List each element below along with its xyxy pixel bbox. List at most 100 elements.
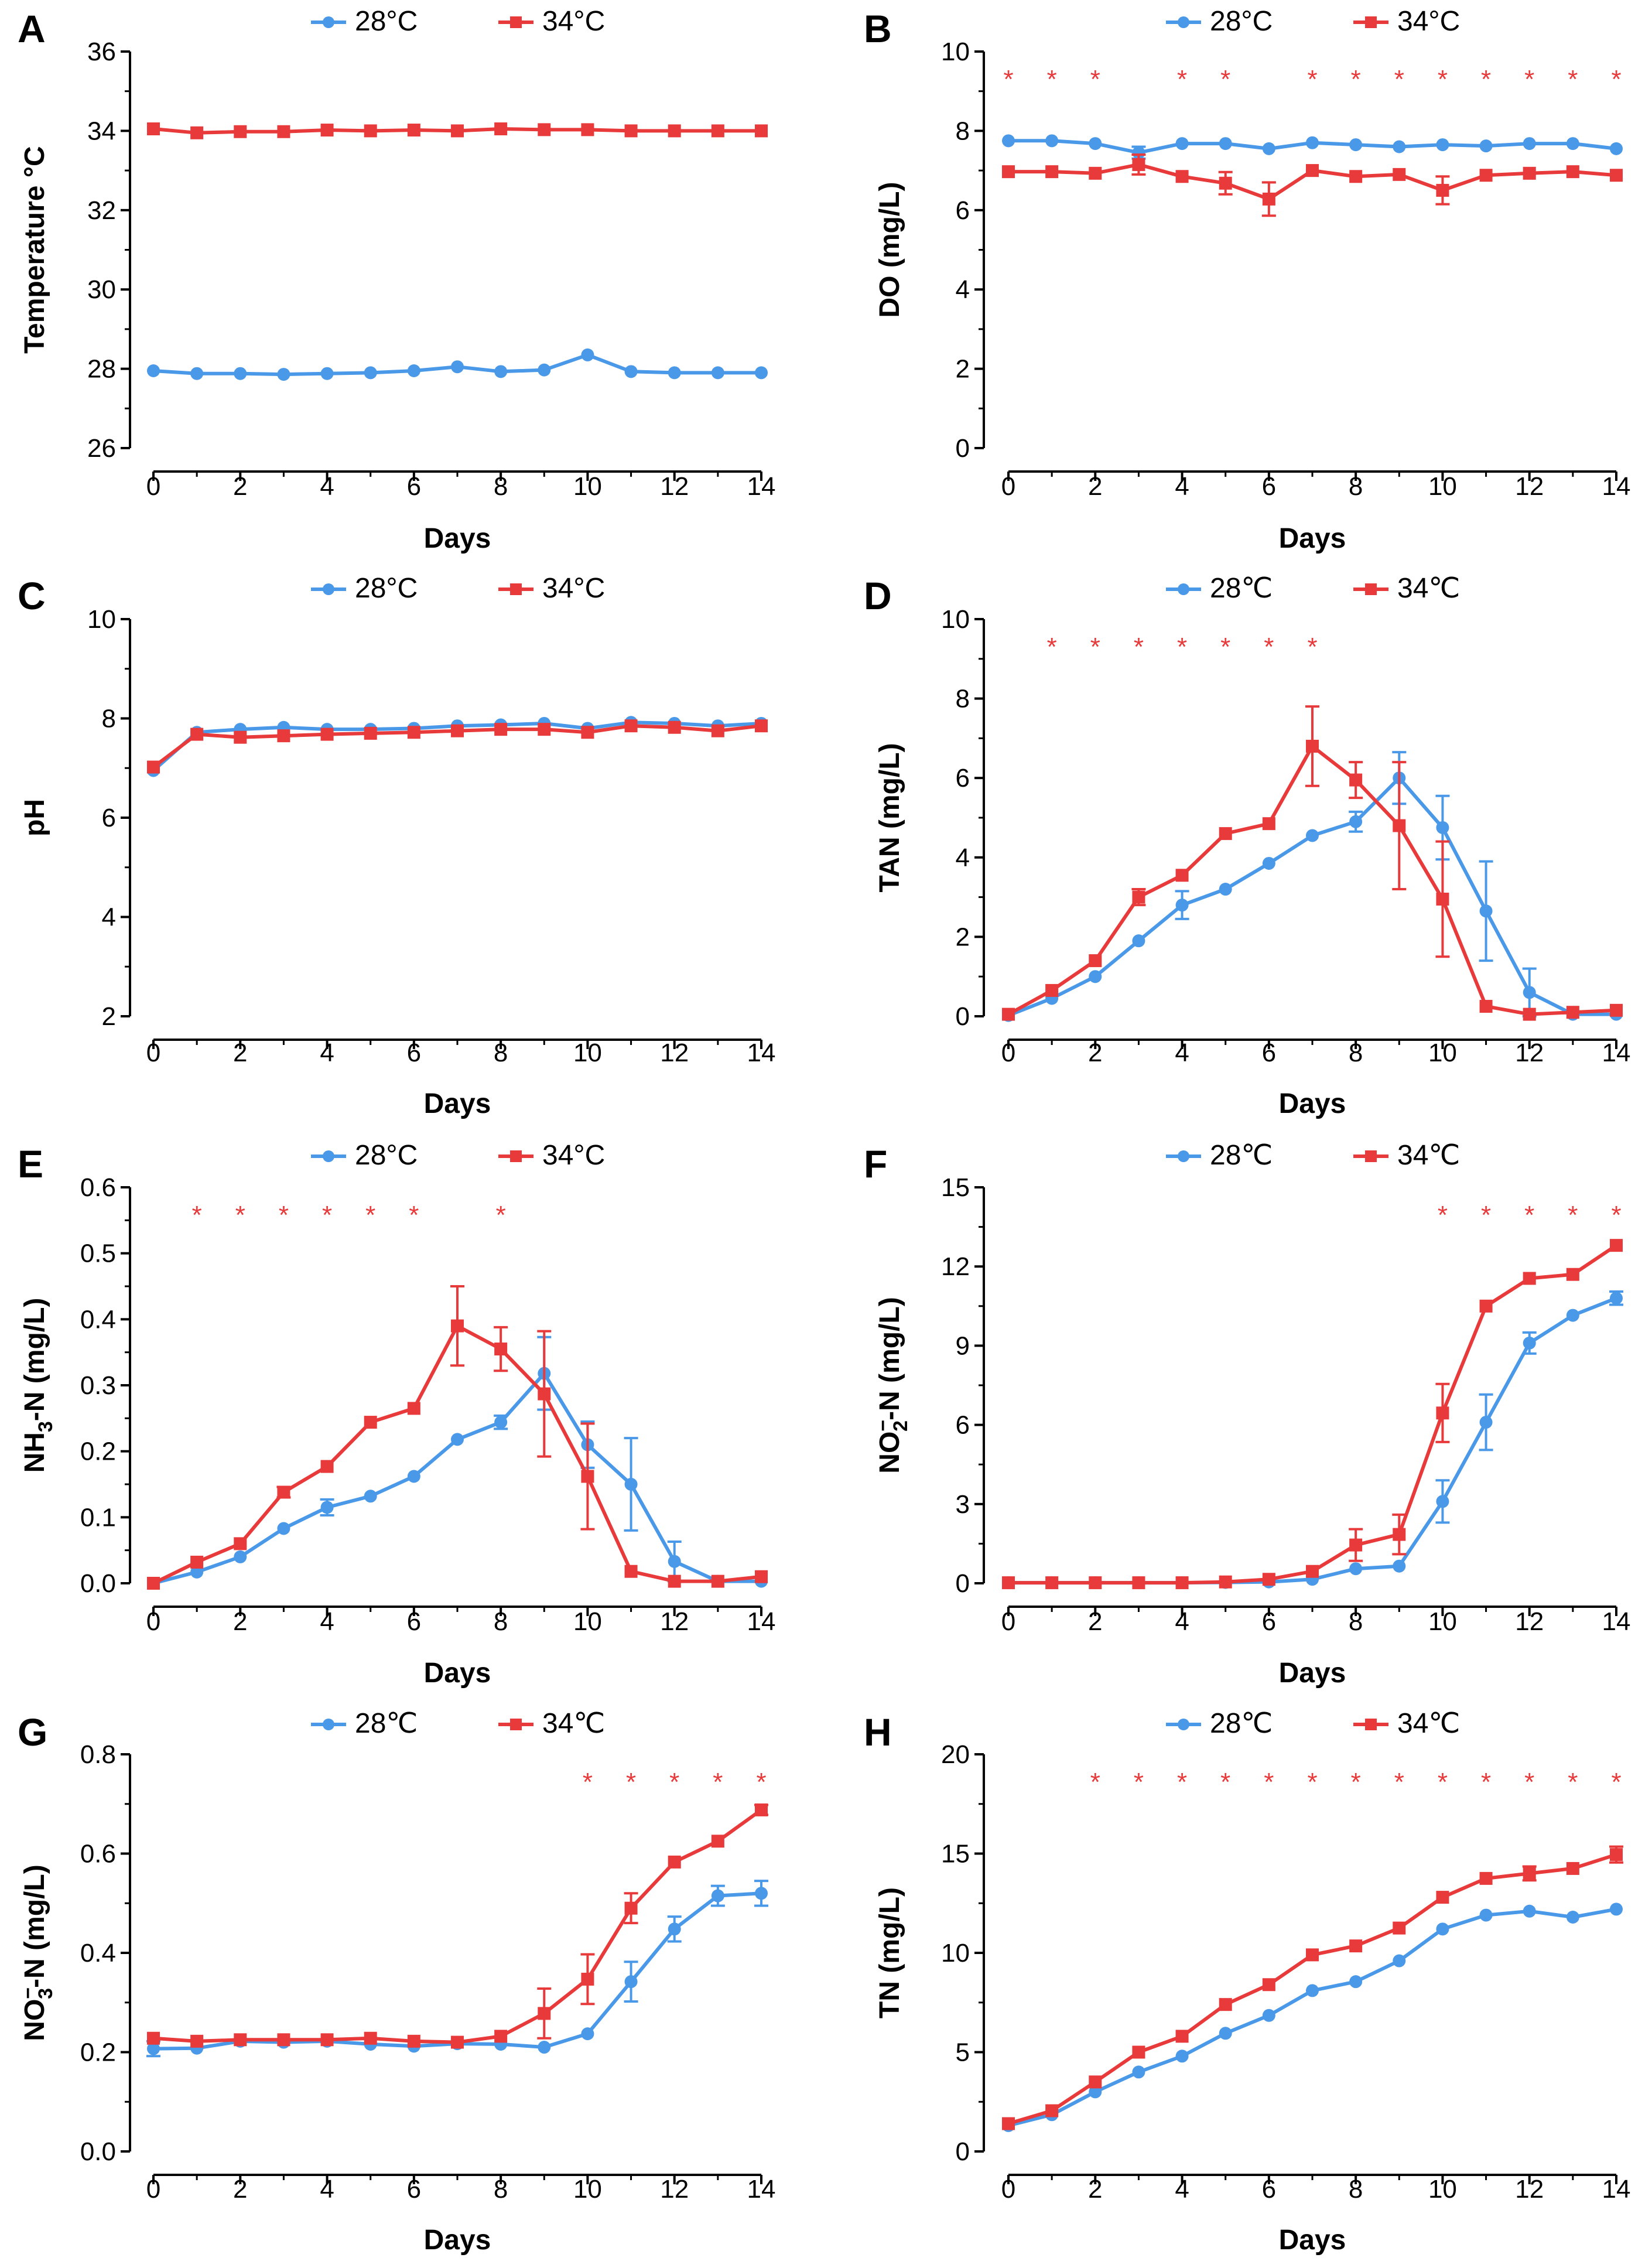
legend-marker-square	[510, 1719, 522, 1730]
y-tick-label: 4	[956, 275, 970, 304]
x-tick-label: 4	[1175, 1039, 1189, 1067]
data-point	[1349, 1975, 1363, 1989]
x-tick-label: 8	[1349, 1039, 1363, 1067]
data-point	[624, 1565, 638, 1578]
data-point	[1306, 164, 1319, 177]
significance-star: *	[1394, 65, 1404, 94]
y-axis-label-main: NO	[19, 1999, 50, 2041]
data-point	[1219, 176, 1232, 190]
data-point	[1045, 1576, 1059, 1590]
data-point	[1262, 856, 1275, 870]
legend-label: 34°C	[542, 573, 605, 604]
significance-star: *	[1177, 1768, 1187, 1796]
y-tick-label: 0.4	[80, 1939, 116, 1968]
data-point	[190, 126, 204, 139]
data-point	[624, 719, 638, 733]
legend-label: 34℃	[542, 1708, 605, 1739]
data-point	[407, 1402, 420, 1415]
data-point	[1175, 869, 1189, 882]
x-tick-label: 0	[1001, 472, 1015, 501]
y-axis-label-main: NO	[874, 1432, 905, 1474]
y-tick-label: 0.0	[80, 2137, 116, 2166]
data-point	[1393, 140, 1406, 153]
data-point	[668, 1555, 681, 1568]
data-point	[1393, 168, 1406, 181]
panel-letter: A	[18, 7, 46, 50]
data-point	[1045, 2104, 1059, 2117]
data-point	[1175, 1576, 1189, 1590]
data-point	[1002, 165, 1015, 179]
data-point	[624, 365, 638, 378]
y-tick-label: 0.3	[80, 1371, 116, 1400]
data-point	[1262, 817, 1275, 831]
y-tick-label: 2	[102, 1002, 116, 1031]
data-point	[581, 1972, 594, 1986]
data-point	[538, 2007, 551, 2020]
series-circle	[1002, 1902, 1623, 2132]
legend-label: 34°C	[542, 6, 605, 37]
data-point	[407, 364, 420, 377]
significance-star: *	[1134, 633, 1144, 661]
panel-A: A 26 28 30 32 34 36 0 2 4 6 8 10 12 14 Days Temperature …	[18, 6, 775, 554]
panel-letter: E	[18, 1142, 43, 1186]
data-point	[1479, 1871, 1493, 1885]
data-point	[711, 724, 724, 737]
data-point	[1479, 1416, 1493, 1429]
series-line	[1008, 1244, 1617, 1585]
data-point	[1045, 165, 1059, 179]
x-tick-label: 14	[747, 1039, 776, 1067]
significance-star: *	[1351, 1768, 1361, 1796]
data-point	[234, 1550, 247, 1563]
data-point	[1089, 166, 1102, 180]
data-point	[451, 1433, 464, 1446]
y-axis-label-sub: 2	[890, 1420, 912, 1432]
y-tick-label: 0.2	[80, 1437, 116, 1466]
data-point	[234, 1537, 247, 1550]
data-point	[1132, 2065, 1145, 2079]
data-point	[668, 1574, 681, 1588]
y-tick-label: 2	[956, 923, 970, 951]
legend-label: 28℃	[1210, 1708, 1273, 1739]
x-tick-label: 6	[1262, 472, 1276, 501]
data-point	[147, 122, 160, 136]
panel-B: B 0 2 4 6 8 10 0 2 4 6 8 10 12 14 Days DO (mg/L) 28°C 34°C…	[864, 6, 1630, 554]
x-tick-label: 12	[1515, 1607, 1544, 1636]
data-point	[234, 2033, 247, 2047]
significance-star: *	[583, 1768, 593, 1796]
x-tick-label: 6	[407, 1039, 421, 1067]
significance-star: *	[1220, 633, 1230, 661]
data-point	[538, 123, 551, 136]
legend-label: 34°C	[542, 1140, 605, 1171]
data-point	[494, 723, 508, 736]
data-point	[147, 760, 160, 774]
data-point	[711, 1835, 724, 1848]
y-tick-label: 10	[941, 37, 970, 66]
data-point	[1479, 1908, 1493, 1922]
significance-star: *	[192, 1201, 202, 1229]
x-tick-label: 0	[1001, 1039, 1015, 1067]
significance-star: *	[1090, 1768, 1100, 1796]
data-point	[1479, 139, 1493, 153]
legend-marker-square	[510, 1150, 522, 1162]
significance-star: *	[1134, 1768, 1144, 1796]
x-tick-label: 8	[494, 472, 508, 501]
x-tick-label: 6	[1262, 1607, 1276, 1636]
data-point	[755, 124, 768, 138]
y-axis-label: Temperature °C	[19, 146, 50, 353]
y-tick-label: 2	[956, 355, 970, 384]
y-tick-label: 0.1	[80, 1503, 116, 1532]
data-point	[407, 124, 420, 137]
panel-letter: C	[18, 574, 46, 617]
data-point	[668, 366, 681, 380]
y-tick-label: 0	[956, 2137, 970, 2166]
x-tick-label: 10	[573, 472, 602, 501]
significance-star: *	[496, 1201, 506, 1229]
x-axis-label: Days	[424, 1658, 491, 1689]
data-point	[1349, 773, 1363, 787]
significance-star: *	[1264, 1768, 1274, 1796]
data-point	[1219, 1998, 1232, 2011]
significance-star: *	[1047, 633, 1057, 661]
data-point	[1262, 142, 1275, 155]
